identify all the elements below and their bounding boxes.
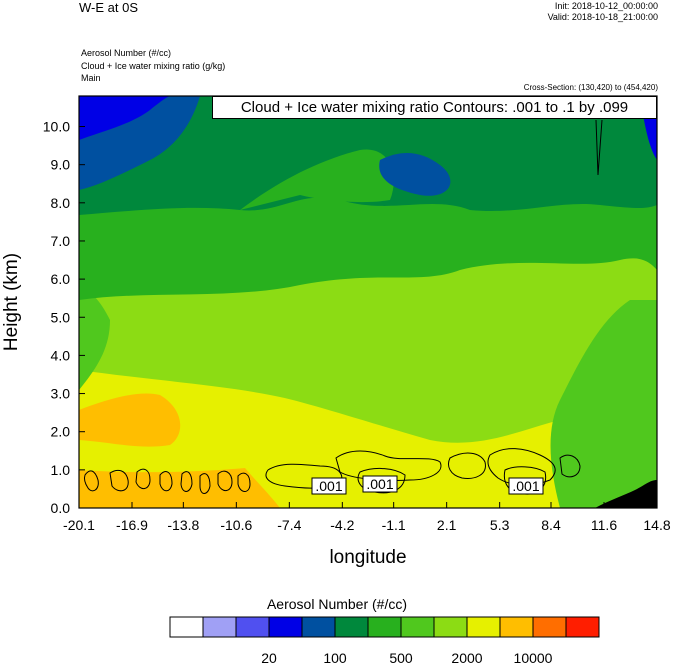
aerosol-fill-orange-upper [79, 393, 181, 447]
contour-line [559, 454, 581, 478]
colorbar-label: 10000 [513, 650, 553, 666]
colorbar-swatch [334, 616, 369, 638]
x-tick-label: -16.9 [116, 517, 148, 533]
y-axis-title: Height (km) [1, 253, 22, 351]
terrain-fill [595, 480, 657, 508]
contour-label-box [362, 475, 398, 493]
colorbar-swatch [301, 616, 336, 638]
y-tick-label: 5.0 [51, 309, 71, 325]
colorbar-label: 2000 [451, 650, 483, 666]
aerosol-fill-blue-mid-patch [379, 153, 451, 196]
colorbar-swatch [169, 616, 204, 638]
field-name-main: Main [81, 73, 101, 83]
colorbar-swatch [565, 616, 600, 638]
y-tick-label: 2.0 [51, 424, 71, 440]
contour-line [487, 448, 556, 486]
x-tick-label: 11.6 [591, 517, 617, 533]
x-tick-label: -7.4 [277, 517, 301, 533]
colorbar-label: 20 [261, 650, 277, 666]
init-time-label: Init: 2018-10-12_00:00:00 [554, 1, 658, 11]
x-tick-label: 14.8 [643, 517, 670, 533]
x-tick-label: -13.8 [167, 517, 199, 533]
y-tick-label: 6.0 [51, 271, 71, 287]
contour-line [595, 119, 603, 176]
contour-labels: .001 .001 .001 [311, 475, 544, 495]
aerosol-fill-green-light-left [79, 285, 110, 390]
field-name-aerosol: Aerosol Number (#/cc) [81, 48, 172, 58]
y-tick-label: 10.0 [43, 119, 70, 135]
y-tick-label: 0.0 [51, 500, 71, 516]
y-tick-label: 4.0 [51, 347, 71, 363]
x-tick-label: 2.1 [437, 517, 457, 533]
y-tick-label: 3.0 [51, 386, 71, 402]
aerosol-fill-blue-bright [79, 96, 170, 140]
x-tick-label: 5.3 [490, 517, 510, 533]
contour-line [159, 471, 173, 492]
contour-label: .001 [512, 478, 539, 494]
contour-label-box [508, 477, 544, 495]
x-tick-label: -20.1 [63, 517, 95, 533]
colorbar-swatch [499, 616, 534, 638]
x-axis-title: longitude [329, 547, 406, 568]
y-tick-label: 8.0 [51, 195, 71, 211]
contour-label-box [311, 477, 347, 495]
colorbar-title: Aerosol Number (#/cc) [266, 596, 408, 612]
chart-title: W-E at 0S [79, 0, 139, 15]
colorbar-swatch [367, 616, 402, 638]
contour-line [448, 452, 486, 479]
colorbar-swatch [433, 616, 468, 638]
colorbar-swatch [202, 616, 237, 638]
x-tick-label: 8.4 [541, 517, 561, 533]
aerosol-fill-green-patch [240, 149, 394, 210]
x-tick-label: -1.1 [382, 517, 406, 533]
contour-label: .001 [315, 478, 342, 494]
colorbar-swatch [400, 616, 435, 638]
contour-line [135, 468, 151, 489]
contour-line [109, 469, 129, 492]
x-axis: -20.1 -16.9 -13.8 -10.6 -7.4 -4.2 -1.1 2.1 5.3 8.… [63, 502, 671, 533]
colorbar-swatch [466, 616, 501, 638]
colorbar-label: 500 [389, 650, 413, 666]
contour-line [199, 473, 211, 494]
contour-label: .001 [366, 476, 393, 492]
y-tick-label: 1.0 [51, 462, 71, 478]
contour-line [180, 471, 193, 492]
colorbar-swatch [235, 616, 270, 638]
contour-line [217, 470, 233, 491]
field-name-cloud-ice: Cloud + Ice water mixing ratio (g/kg) [81, 61, 226, 71]
x-tick-label: -10.6 [220, 517, 252, 533]
colorbar-swatch [532, 616, 567, 638]
x-tick-label: -4.2 [330, 517, 354, 533]
filled-contours [79, 96, 657, 508]
aerosol-fill-green-light-right [550, 300, 657, 508]
aerosol-fill-orange-lower [79, 468, 280, 508]
y-tick-label: 7.0 [51, 233, 71, 249]
contour-line [237, 472, 251, 492]
contour-line [83, 470, 99, 492]
contour-info-box: Cloud + Ice water mixing ratio Contours:… [212, 96, 657, 119]
colorbar-swatch [268, 616, 303, 638]
cross-section-label: Cross-Section: (130,420) to (454,420) [523, 83, 658, 92]
y-axis: 0.0 1.0 2.0 3.0 4.0 5.0 6.0 7.0 8.0 9.0 10.0 [43, 119, 85, 516]
colorbar-label: 100 [323, 650, 347, 666]
valid-time-label: Valid: 2018-10-18_21:00:00 [547, 12, 658, 22]
colorbar [169, 616, 600, 638]
y-tick-label: 9.0 [51, 157, 71, 173]
